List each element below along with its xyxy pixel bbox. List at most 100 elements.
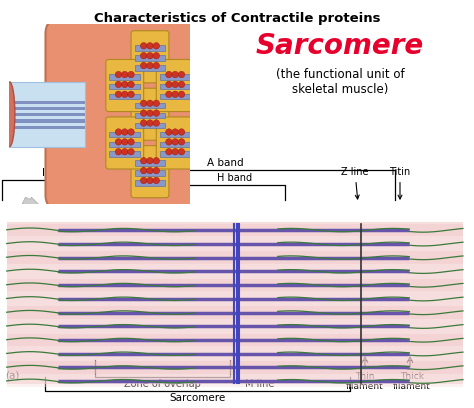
Circle shape <box>165 81 172 88</box>
Circle shape <box>128 129 134 135</box>
Bar <box>160 94 191 99</box>
Bar <box>135 103 165 108</box>
Bar <box>7 265 463 277</box>
Circle shape <box>153 100 160 106</box>
Circle shape <box>115 81 122 88</box>
Circle shape <box>140 157 147 164</box>
Text: (a): (a) <box>5 370 19 380</box>
Text: Thin
filament: Thin filament <box>346 372 384 391</box>
Bar <box>109 151 140 157</box>
Text: A band: A band <box>207 158 243 168</box>
Bar <box>7 306 463 319</box>
Circle shape <box>165 71 172 78</box>
Circle shape <box>140 42 147 49</box>
Circle shape <box>153 167 160 174</box>
Bar <box>160 151 191 157</box>
Text: M line: M line <box>245 379 274 389</box>
Circle shape <box>121 129 128 135</box>
Text: (the functional unit of
skeletal muscle): (the functional unit of skeletal muscle) <box>276 68 404 96</box>
Bar <box>9 107 85 110</box>
Text: Zone of overlap: Zone of overlap <box>124 379 201 389</box>
Circle shape <box>172 129 178 135</box>
Circle shape <box>121 91 128 98</box>
Bar <box>7 251 463 264</box>
Circle shape <box>128 149 134 155</box>
Text: I band: I band <box>42 168 75 178</box>
FancyBboxPatch shape <box>131 88 169 140</box>
Circle shape <box>128 139 134 145</box>
Circle shape <box>115 71 122 78</box>
Bar <box>109 84 140 89</box>
Circle shape <box>121 139 128 145</box>
Text: Titin: Titin <box>389 167 410 199</box>
Bar <box>9 113 85 116</box>
Circle shape <box>178 139 185 145</box>
Circle shape <box>128 71 134 78</box>
Bar <box>160 132 191 137</box>
Circle shape <box>165 149 172 155</box>
Bar <box>109 132 140 137</box>
Text: Sarcomere: Sarcomere <box>256 32 424 60</box>
Bar <box>7 224 463 236</box>
Circle shape <box>172 149 178 155</box>
FancyBboxPatch shape <box>46 19 197 209</box>
Bar <box>9 101 85 104</box>
Circle shape <box>140 100 147 106</box>
Bar <box>135 170 165 175</box>
Circle shape <box>128 81 134 88</box>
Circle shape <box>165 139 172 145</box>
Bar <box>109 94 140 99</box>
Text: H band: H band <box>218 173 253 183</box>
Bar <box>135 113 165 118</box>
Circle shape <box>178 71 185 78</box>
Circle shape <box>153 157 160 164</box>
Circle shape <box>128 91 134 98</box>
Bar <box>135 123 165 128</box>
Circle shape <box>153 120 160 126</box>
Circle shape <box>153 177 160 184</box>
Bar <box>7 237 463 250</box>
Circle shape <box>140 167 147 174</box>
Bar <box>7 293 463 305</box>
Bar <box>7 334 463 346</box>
Bar <box>160 84 191 89</box>
Bar <box>135 180 165 186</box>
Circle shape <box>147 53 153 59</box>
Circle shape <box>140 110 147 116</box>
FancyBboxPatch shape <box>156 60 194 111</box>
Circle shape <box>147 157 153 164</box>
Circle shape <box>178 149 185 155</box>
Text: Sarcomere: Sarcomere <box>169 393 226 403</box>
Circle shape <box>165 129 172 135</box>
Bar <box>135 45 165 51</box>
Ellipse shape <box>4 82 15 146</box>
FancyBboxPatch shape <box>156 117 194 169</box>
Circle shape <box>121 71 128 78</box>
Text: Thick
filament: Thick filament <box>393 372 431 391</box>
Circle shape <box>115 129 122 135</box>
FancyBboxPatch shape <box>131 31 169 83</box>
Circle shape <box>165 91 172 98</box>
FancyArrow shape <box>22 197 46 211</box>
Bar <box>9 82 85 146</box>
Circle shape <box>121 81 128 88</box>
Bar <box>7 279 463 291</box>
FancyBboxPatch shape <box>106 117 144 169</box>
Circle shape <box>115 91 122 98</box>
Circle shape <box>147 62 153 69</box>
Bar <box>9 120 85 123</box>
Circle shape <box>153 62 160 69</box>
Circle shape <box>147 167 153 174</box>
Bar <box>9 126 85 129</box>
Text: Z line: Z line <box>341 167 369 199</box>
Bar <box>160 74 191 80</box>
Circle shape <box>147 177 153 184</box>
Circle shape <box>140 177 147 184</box>
Bar <box>135 160 165 166</box>
FancyBboxPatch shape <box>106 60 144 111</box>
Circle shape <box>178 129 185 135</box>
Circle shape <box>172 139 178 145</box>
Bar <box>135 65 165 71</box>
Bar <box>109 74 140 80</box>
Bar <box>7 222 463 384</box>
